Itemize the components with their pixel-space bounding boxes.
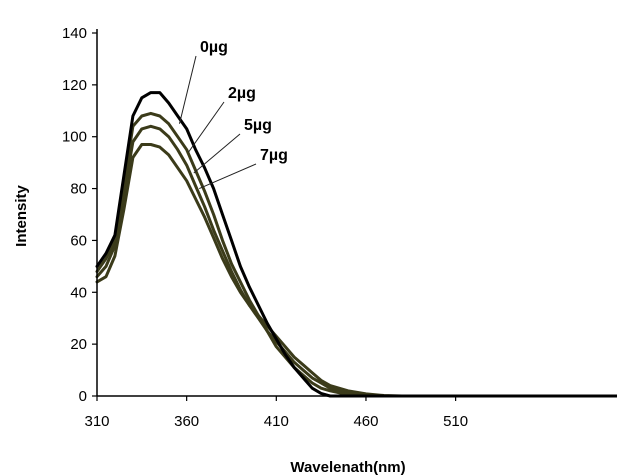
y-tick-label: 140 bbox=[62, 25, 87, 42]
x-tick-label: 510 bbox=[443, 413, 468, 430]
series-line bbox=[95, 91, 617, 398]
series-line bbox=[95, 124, 617, 398]
annotation-label: 7µg bbox=[260, 147, 288, 164]
y-tick-label: 0 bbox=[79, 388, 87, 405]
x-tick-label: 460 bbox=[353, 413, 378, 430]
series-line bbox=[95, 143, 617, 398]
x-axis-label: Wavelenath(nm) bbox=[290, 459, 405, 476]
y-tick-label: 40 bbox=[70, 284, 87, 301]
y-tick-label: 20 bbox=[70, 336, 87, 353]
y-tick-label: 60 bbox=[70, 232, 87, 249]
annotation-layer: 0µg 2µg 5µg 7µg bbox=[178, 39, 288, 190]
annotation-leader-line bbox=[193, 133, 241, 174]
y-tick-label: 100 bbox=[62, 129, 87, 146]
y-tick-label: 120 bbox=[62, 77, 87, 94]
annotation-leader-line bbox=[188, 101, 225, 153]
y-axis-label: Intensity bbox=[13, 185, 30, 247]
x-tick-label: 310 bbox=[84, 413, 109, 430]
series-line bbox=[95, 111, 617, 398]
annotation-label: 2µg bbox=[228, 85, 256, 102]
annotation-label: 0µg bbox=[200, 39, 228, 56]
x-tick-label: 360 bbox=[174, 413, 199, 430]
annotation-label: 5µg bbox=[244, 117, 272, 134]
series-layer bbox=[95, 91, 617, 398]
x-tick-label: 410 bbox=[264, 413, 289, 430]
axes-layer: 0 20 40 60 80 100 120 140 310 360 410 460 510 bbox=[62, 25, 617, 430]
annotation-leader-line bbox=[199, 163, 257, 190]
annotation-leader-line bbox=[178, 55, 197, 124]
y-tick-label: 80 bbox=[70, 181, 87, 198]
